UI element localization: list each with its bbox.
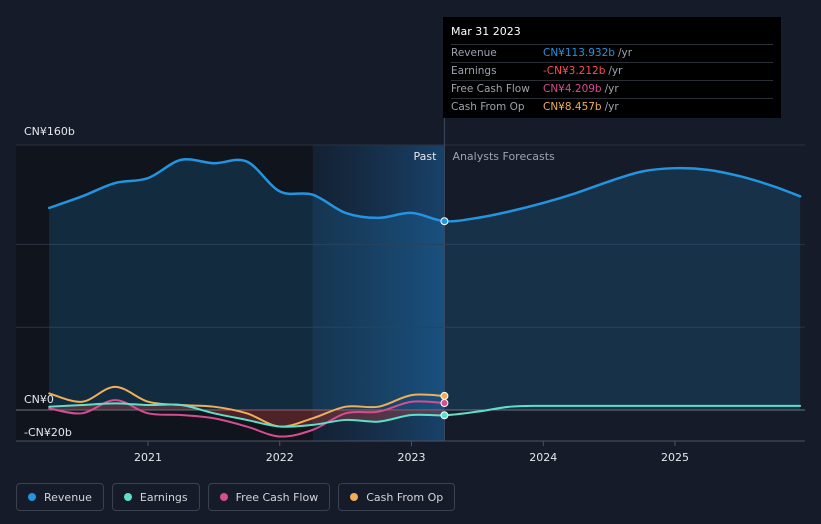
cash-from-op-line: [48, 385, 446, 428]
legend-dot-icon: [28, 493, 36, 501]
revenue-area: [49, 159, 801, 410]
data-tooltip: Mar 31 2023 Revenue CN¥113.932b /yr Earn…: [443, 17, 781, 118]
legend-dot-icon: [350, 493, 359, 501]
legend-label: Revenue: [44, 490, 92, 504]
tooltip-row-cash-from-op: Cash From Op CN¥8.457b /yr: [451, 98, 773, 116]
legend-dot-icon: [219, 493, 228, 501]
legend-label: Earnings: [139, 490, 188, 504]
y-tick-label: CN¥0: [24, 393, 54, 406]
y-tick-label: -CN¥20b: [24, 426, 72, 439]
legend-label: Cash From Op: [366, 490, 444, 504]
tooltip-unit: /yr: [617, 47, 633, 59]
legend-label: Free Cash Flow: [235, 490, 319, 504]
legend-item-revenue[interactable]: Revenue: [16, 483, 104, 511]
tooltip-row-earnings: Earnings -CN¥3.212b /yr: [451, 62, 773, 80]
earnings-line: [48, 402, 802, 428]
x-tick-label: 2025: [661, 451, 689, 464]
free-cash-flow-marker: [440, 399, 449, 408]
tooltip-value: CN¥8.457b: [543, 101, 602, 113]
highlight-band: [312, 145, 445, 441]
legend-item-earnings[interactable]: Earnings: [111, 483, 200, 511]
y-tick-label: CN¥160b: [24, 125, 75, 138]
x-tick-label: 2024: [529, 451, 557, 464]
revenue-marker: [440, 217, 449, 226]
legend-item-cash-from-op[interactable]: Cash From Op: [338, 483, 456, 511]
tooltip-unit: /yr: [604, 83, 619, 95]
legend-item-free-cash-flow[interactable]: Free Cash Flow: [207, 483, 331, 511]
tooltip-label: Revenue: [451, 47, 497, 59]
tooltip-row-free-cash-flow: Free Cash Flow CN¥4.209b /yr: [451, 80, 773, 98]
x-tick-label: 2022: [266, 451, 294, 464]
free-cash-flow-line: [48, 399, 446, 438]
tooltip-unit: /yr: [608, 65, 623, 77]
x-tick-label: 2023: [398, 451, 426, 464]
tooltip-label: Cash From Op: [451, 101, 525, 113]
tooltip-label: Free Cash Flow: [451, 83, 530, 95]
chart-legend: Revenue Earnings Free Cash Flow Cash Fro…: [16, 483, 456, 511]
tooltip-value: CN¥4.209b: [543, 83, 602, 95]
tooltip-label: Earnings: [451, 65, 497, 77]
past-label: Past: [414, 150, 438, 163]
tooltip-unit: /yr: [604, 101, 619, 113]
tooltip-value: CN¥113.932b: [543, 47, 615, 59]
revenue-line: [47, 158, 802, 223]
earnings-marker: [440, 411, 449, 420]
cash-from-op-marker: [440, 391, 449, 400]
earnings-area: [49, 403, 445, 427]
legend-dot-icon: [123, 493, 132, 501]
tooltip-date: Mar 31 2023: [451, 25, 521, 38]
tooltip-row-revenue: Revenue CN¥113.932b /yr: [451, 44, 773, 62]
forecast-label: Analysts Forecasts: [452, 150, 555, 163]
tooltip-value: -CN¥3.212b: [543, 65, 606, 77]
x-tick-label: 2021: [134, 451, 162, 464]
